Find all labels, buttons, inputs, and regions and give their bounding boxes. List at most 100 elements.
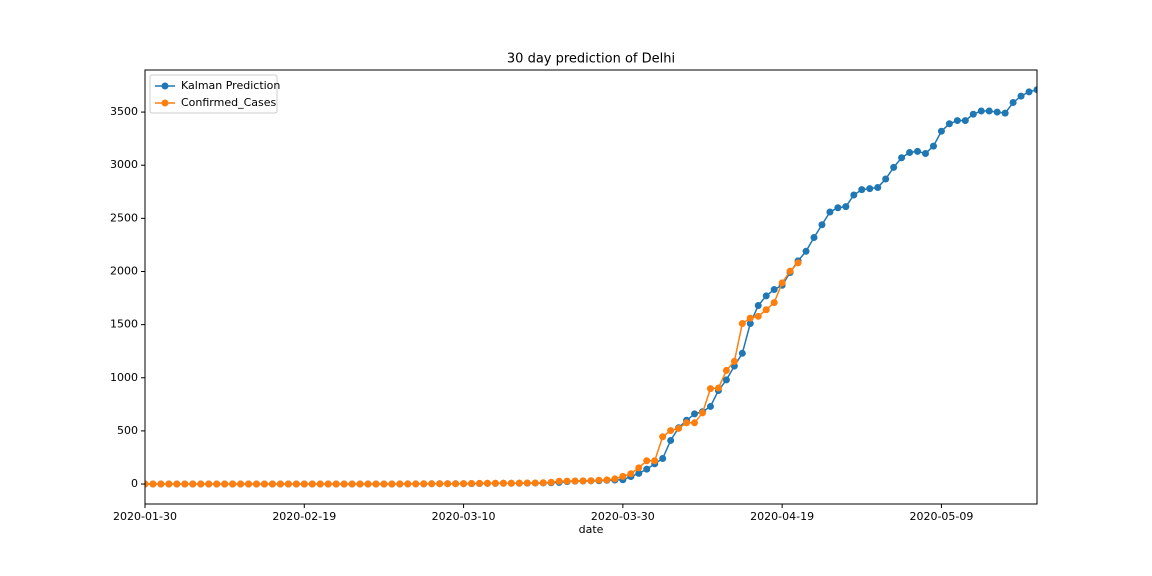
- point: [428, 480, 436, 488]
- point: [476, 479, 483, 487]
- point: [460, 480, 468, 488]
- point: [213, 480, 221, 488]
- point: [452, 480, 460, 488]
- x-tick-label: 2020-03-30: [591, 510, 655, 523]
- point: [539, 479, 547, 487]
- point: [754, 301, 762, 309]
- point: [929, 142, 937, 150]
- point: [961, 117, 969, 125]
- point: [324, 480, 332, 488]
- point: [229, 480, 237, 488]
- point: [145, 480, 149, 488]
- point: [977, 107, 985, 115]
- point: [898, 154, 906, 162]
- point: [953, 117, 961, 125]
- point: [197, 480, 205, 488]
- point: [436, 480, 444, 488]
- point: [890, 163, 898, 171]
- point: [412, 480, 420, 488]
- point: [221, 480, 229, 488]
- point: [531, 479, 539, 487]
- point: [706, 385, 714, 393]
- x-tick-label: 2020-01-30: [113, 510, 177, 523]
- point: [826, 208, 834, 216]
- point: [714, 384, 722, 392]
- point: [659, 433, 667, 441]
- point: [834, 204, 842, 212]
- point: [396, 480, 404, 488]
- point: [651, 457, 659, 465]
- point: [284, 480, 292, 488]
- point: [802, 247, 810, 255]
- point: [611, 475, 619, 483]
- point: [515, 479, 523, 487]
- point: [205, 480, 213, 488]
- point: [149, 480, 157, 488]
- point: [388, 480, 396, 488]
- point: [667, 427, 675, 435]
- point: [189, 480, 197, 488]
- x-tick-label: 2020-05-09: [909, 510, 973, 523]
- point: [308, 480, 316, 488]
- point: [691, 419, 699, 427]
- point: [659, 455, 667, 463]
- point: [699, 409, 706, 417]
- point: [969, 110, 977, 118]
- point: [332, 480, 340, 488]
- point: [1033, 86, 1037, 94]
- point: [786, 267, 794, 275]
- legend-label: Kalman Prediction: [181, 79, 280, 92]
- point: [1009, 99, 1017, 107]
- legend-marker: [161, 99, 169, 107]
- point: [579, 477, 587, 485]
- point: [372, 480, 380, 488]
- point: [181, 480, 189, 488]
- point: [555, 477, 563, 485]
- point: [468, 479, 476, 487]
- point: [499, 479, 507, 487]
- point: [993, 108, 1001, 116]
- point: [507, 479, 515, 487]
- point: [985, 107, 993, 115]
- point: [348, 480, 356, 488]
- point: [523, 479, 531, 487]
- legend-label: Confirmed_Cases: [181, 96, 277, 109]
- chart-title: 30 day prediction of Delhi: [507, 52, 675, 67]
- y-tick-label: 2500: [110, 211, 138, 224]
- point: [675, 424, 683, 432]
- legend-box: [149, 74, 278, 114]
- point: [571, 477, 579, 485]
- point: [268, 480, 276, 488]
- point: [635, 464, 643, 472]
- point: [746, 320, 754, 328]
- point: [444, 480, 452, 488]
- point: [874, 184, 882, 192]
- point: [1001, 109, 1009, 117]
- point: [157, 480, 165, 488]
- point: [603, 476, 611, 484]
- y-tick-label: 0: [131, 477, 138, 490]
- point: [746, 314, 754, 322]
- legend-marker: [161, 82, 169, 90]
- point: [754, 312, 762, 320]
- point: [691, 410, 699, 418]
- y-tick-label: 2000: [110, 264, 138, 277]
- point: [643, 457, 651, 465]
- point: [340, 480, 348, 488]
- point: [762, 292, 770, 300]
- point: [945, 120, 953, 128]
- point: [1017, 92, 1025, 100]
- point: [292, 480, 300, 488]
- series-line: [145, 89, 1037, 485]
- point: [818, 221, 826, 229]
- point: [730, 357, 738, 365]
- y-tick-label: 3000: [110, 158, 138, 171]
- point: [483, 479, 491, 487]
- x-axis-label: date: [579, 523, 604, 536]
- point: [770, 286, 778, 294]
- point: [595, 476, 603, 484]
- plot-area: [145, 86, 1037, 488]
- x-tick-label: 2020-03-10: [432, 510, 496, 523]
- point: [906, 148, 914, 156]
- x-tick-label: 2020-04-19: [750, 510, 814, 523]
